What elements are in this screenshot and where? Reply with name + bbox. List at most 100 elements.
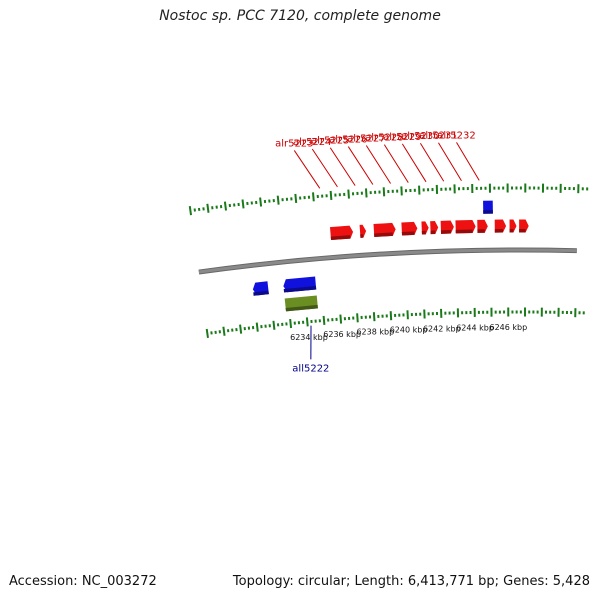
leader-line xyxy=(419,142,445,182)
gene-label: alr5224 xyxy=(293,137,331,148)
gene-shadow xyxy=(477,229,485,233)
gene-shadow xyxy=(440,230,451,234)
tick-reverse xyxy=(239,324,243,334)
gene-feature xyxy=(509,219,517,233)
leader-line xyxy=(456,142,480,181)
gene-shadow xyxy=(330,235,351,241)
gene-feature xyxy=(401,221,418,236)
gene-label: all5222 xyxy=(292,363,329,374)
map-title: Nostoc sp. PCC 7120, complete genome xyxy=(159,8,441,24)
gene-label: alr5232 xyxy=(437,130,475,141)
gene-label-group: alr5231 xyxy=(419,131,462,181)
tick-label: 6234 kbp xyxy=(290,333,328,342)
tick-label: 6240 kbp xyxy=(390,326,428,335)
leader-line xyxy=(365,145,391,184)
gene-label: alr5231 xyxy=(419,131,457,142)
feature-tracks xyxy=(252,200,529,312)
accession-text: Accession: NC_003272 xyxy=(9,574,157,589)
gene-label-group: alr5223 xyxy=(275,138,321,189)
tick-forward xyxy=(188,206,193,216)
leader-line xyxy=(311,148,338,188)
gene-feature xyxy=(421,221,429,235)
leader-line xyxy=(438,142,462,181)
leader-line xyxy=(401,143,427,183)
tick-reverse xyxy=(305,317,309,327)
gene-label: alr5225 xyxy=(311,136,349,147)
gene-label-group: alr5228 xyxy=(365,133,409,183)
gene-shadow xyxy=(509,229,514,233)
tick-reverse xyxy=(356,313,359,323)
tick-forward xyxy=(206,203,210,213)
gene-label-group: alr5232 xyxy=(437,130,480,181)
tick-label: 6246 kbp xyxy=(490,323,528,332)
gene-label-group: alr5224 xyxy=(293,137,338,188)
gene-label: alr5230 xyxy=(401,131,439,142)
gene-label: alr5227 xyxy=(347,134,385,145)
tick-reverse xyxy=(222,326,226,336)
leader-line xyxy=(383,144,409,183)
gene-feature xyxy=(283,276,317,293)
genome-summary-text: Topology: circular; Length: 6,413,771 bp… xyxy=(232,574,590,589)
tick-forward xyxy=(382,187,386,197)
gene-feature xyxy=(359,224,367,238)
tick-forward xyxy=(294,193,298,204)
tick-reverse xyxy=(255,322,259,332)
gene-label-group: alr5227 xyxy=(347,134,391,184)
genome-backbone xyxy=(198,247,577,275)
gene-label: alr5229 xyxy=(383,132,421,143)
gene-feature xyxy=(440,220,454,234)
gene-shadow xyxy=(253,290,269,296)
tick-label: 6236 kbp xyxy=(323,330,361,339)
tick-forward xyxy=(276,195,280,205)
gene-label-group: alr5230 xyxy=(401,131,445,182)
tick-reverse xyxy=(205,328,209,339)
backbone-line xyxy=(198,248,577,274)
gene-feature xyxy=(252,281,269,296)
gene-label-group: alr5225 xyxy=(311,136,356,186)
leader-line xyxy=(347,146,374,185)
gene-feature xyxy=(494,219,507,233)
gene-feature xyxy=(455,219,476,234)
tick-reverse xyxy=(289,318,293,329)
gene-feature xyxy=(430,221,439,235)
gene-label-group: alr5229 xyxy=(383,132,427,183)
tick-forward xyxy=(312,192,315,202)
gene-shadow xyxy=(283,285,317,293)
tick-forward xyxy=(259,197,263,207)
tick-rows xyxy=(188,183,589,339)
tick-forward xyxy=(364,188,368,198)
gene-shadow xyxy=(401,231,415,236)
gene-shadow xyxy=(374,232,393,237)
gene-label: alr5226 xyxy=(329,135,367,146)
gene-shadow xyxy=(360,234,364,238)
tick-reverse xyxy=(272,320,276,330)
leader-line xyxy=(329,147,356,186)
gene-shadow xyxy=(483,210,493,214)
tick-forward xyxy=(347,189,350,199)
gene-shadow xyxy=(494,229,503,233)
tick-reverse xyxy=(339,314,343,324)
tick-forward xyxy=(223,201,228,211)
gene-feature xyxy=(477,219,488,233)
gene-label-group: all5222 xyxy=(292,325,329,374)
leader-line xyxy=(293,150,321,189)
gene-label: alr5228 xyxy=(365,133,403,144)
gene-label-group: alr5226 xyxy=(329,135,374,185)
gene-label: alr5223 xyxy=(275,138,313,149)
gene-feature xyxy=(329,225,354,241)
tick-label: 6242 kbp xyxy=(423,324,461,333)
gene-shadow xyxy=(455,229,473,234)
tick-label: 6244 kbp xyxy=(456,323,494,332)
gene-shadow xyxy=(430,230,436,235)
tick-reverse xyxy=(322,315,326,325)
gene-feature xyxy=(483,200,493,214)
tick-reverse xyxy=(389,311,393,321)
tick-forward xyxy=(241,199,245,209)
gene-shadow xyxy=(421,230,426,235)
gene-labels: all5222alr5223alr5224alr5225alr5226alr52… xyxy=(275,130,480,374)
gene-shadow xyxy=(519,229,526,233)
tick-forward xyxy=(329,190,333,200)
gene-feature xyxy=(519,219,529,233)
tick-reverse xyxy=(372,312,376,322)
